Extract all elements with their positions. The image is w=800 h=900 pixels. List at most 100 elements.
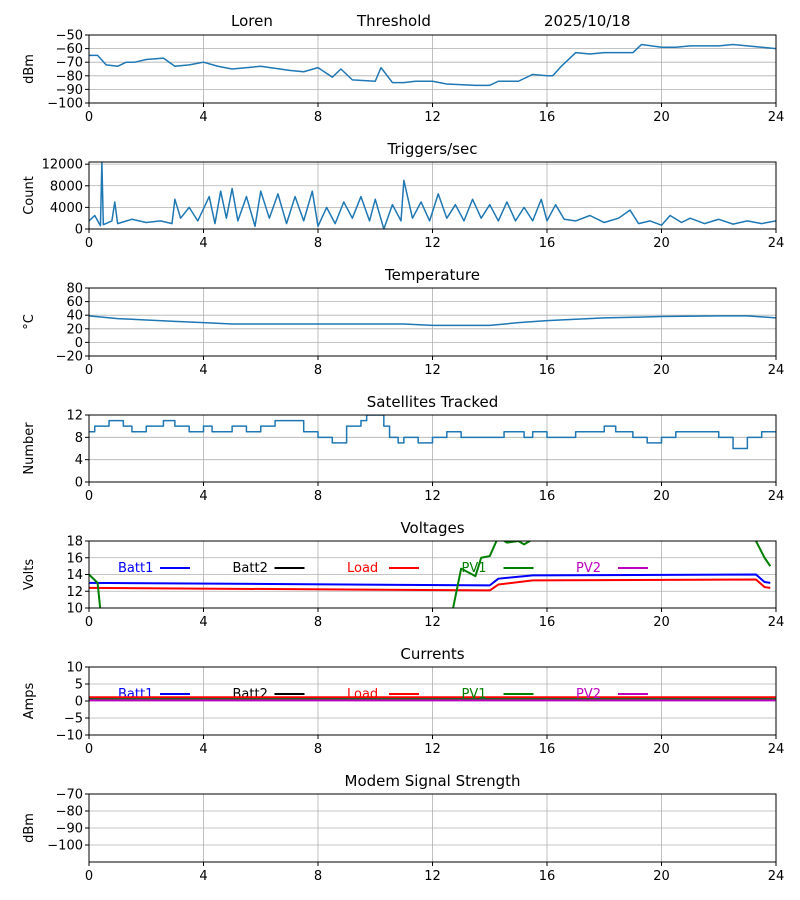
x-tick-label: 8 (314, 363, 322, 378)
x-tick-label: 0 (85, 489, 93, 504)
x-tick-label: 12 (424, 742, 441, 757)
axes-frame (88, 34, 777, 104)
x-tick-label: 12 (424, 869, 441, 884)
y-tick-label: −10 (56, 729, 83, 744)
x-tick-label: 8 (314, 110, 322, 125)
y-tick-label: 8000 (50, 179, 83, 194)
x-tick-label: 24 (768, 110, 785, 125)
x-tick-label: 20 (653, 615, 670, 630)
x-tick-label: 8 (314, 236, 322, 251)
legend-label-batt2: Batt2 (233, 561, 268, 576)
y-tick-label: 0 (75, 223, 83, 238)
subplot-title: Voltages (400, 519, 464, 537)
header-mode: Threshold (357, 12, 431, 30)
y-axis-label: °C (22, 314, 37, 330)
x-tick-label: 20 (653, 489, 670, 504)
x-tick-label: 0 (85, 742, 93, 757)
x-tick-label: 20 (653, 110, 670, 125)
legend-label-pv1: PV1 (462, 687, 487, 702)
y-tick-label: 4 (75, 453, 83, 468)
axes-frame (88, 540, 777, 609)
y-axis-label: dBm (22, 54, 37, 84)
series-line-triggers (89, 162, 776, 229)
x-tick-label: 8 (314, 615, 322, 630)
x-tick-label: 24 (768, 489, 785, 504)
y-tick-label: 18 (66, 535, 83, 550)
x-tick-label: 0 (85, 236, 93, 251)
x-tick-label: 16 (539, 615, 556, 630)
y-tick-label: 4000 (50, 201, 83, 216)
y-tick-label: −70 (56, 788, 83, 803)
legend-label-pv2: PV2 (576, 561, 601, 576)
series-line-temperature (89, 315, 776, 327)
x-tick-label: 12 (424, 489, 441, 504)
x-tick-label: 12 (424, 236, 441, 251)
x-tick-label: 4 (199, 110, 207, 125)
x-tick-label: 12 (424, 363, 441, 378)
x-tick-label: 24 (768, 869, 785, 884)
y-tick-label: 12 (66, 585, 83, 600)
subplot-title: Currents (400, 645, 464, 663)
x-tick-label: 4 (199, 489, 207, 504)
x-tick-label: 0 (85, 363, 93, 378)
y-tick-label: −80 (56, 805, 83, 820)
x-tick-label: 16 (539, 742, 556, 757)
x-tick-label: 16 (539, 869, 556, 884)
y-tick-label: 16 (66, 551, 83, 566)
x-tick-label: 24 (768, 615, 785, 630)
y-tick-label: 20 (66, 322, 83, 337)
x-tick-label: 16 (539, 110, 556, 125)
x-tick-label: 8 (314, 489, 322, 504)
legend-label-batt1: Batt1 (118, 561, 153, 576)
y-tick-label: 5 (75, 678, 83, 693)
y-tick-label: 40 (66, 309, 83, 324)
x-tick-label: 4 (199, 742, 207, 757)
series-line-satellites (89, 415, 776, 450)
x-tick-label: 20 (653, 236, 670, 251)
x-tick-label: 16 (539, 363, 556, 378)
y-axis-label: Volts (22, 559, 37, 591)
axes-frame (88, 287, 777, 357)
axes-frame (88, 161, 777, 230)
subplot-title: Triggers/sec (387, 140, 478, 158)
y-tick-label: 14 (66, 568, 83, 583)
x-tick-label: 8 (314, 869, 322, 884)
series-line-signal (89, 43, 776, 87)
subplot-title: Modem Signal Strength (345, 772, 521, 790)
x-tick-label: 8 (314, 742, 322, 757)
y-axis-label: Number (22, 422, 37, 475)
x-tick-label: 24 (768, 363, 785, 378)
x-tick-label: 4 (199, 615, 207, 630)
subplot-title: Temperature (384, 266, 480, 284)
subplot-4: Satellites Tracked Number 0 4 8 12 16 20 24 0 4 8 12 (22, 393, 784, 504)
x-tick-label: 20 (653, 363, 670, 378)
y-axis-label: Count (22, 176, 37, 215)
x-tick-label: 12 (424, 110, 441, 125)
x-tick-label: 0 (85, 110, 93, 125)
y-tick-label: 10 (66, 602, 83, 617)
series-line-load (89, 578, 771, 592)
legend-label-load: Load (347, 561, 378, 576)
x-tick-label: 4 (199, 236, 207, 251)
y-tick-label: 0 (75, 476, 83, 491)
y-tick-label: 60 (66, 295, 83, 310)
y-tick-label: −90 (56, 822, 83, 837)
y-tick-label: −100 (47, 839, 83, 854)
subplot-7: Modem Signal Strength dBm 0 4 8 12 16 20 24 −100 −… (22, 772, 784, 884)
x-tick-label: 0 (85, 615, 93, 630)
x-tick-label: 24 (768, 236, 785, 251)
subplot-2: Triggers/sec Count 0 4 8 12 16 20 24 0 4000 8000 120… (22, 140, 784, 251)
y-tick-label: 8 (75, 431, 83, 446)
axes-frame (88, 414, 777, 483)
subplot-title: Satellites Tracked (367, 393, 498, 411)
x-tick-label: 0 (85, 869, 93, 884)
header-station: Loren (231, 12, 273, 30)
x-tick-label: 20 (653, 869, 670, 884)
y-tick-label: 12000 (42, 158, 83, 173)
x-tick-label: 20 (653, 742, 670, 757)
x-tick-label: 4 (199, 869, 207, 884)
